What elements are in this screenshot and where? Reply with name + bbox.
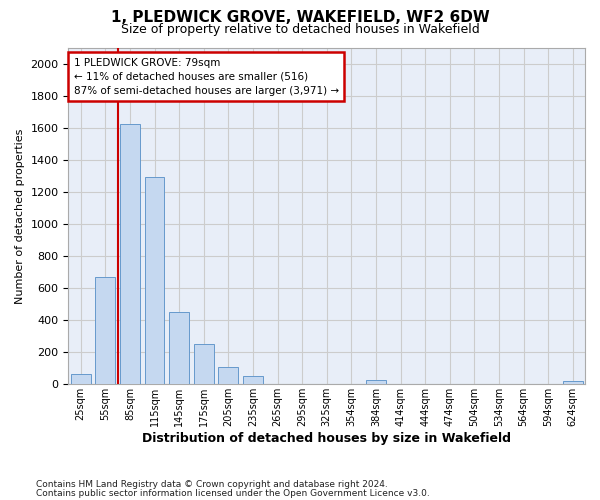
- Text: Size of property relative to detached houses in Wakefield: Size of property relative to detached ho…: [121, 22, 479, 36]
- Text: 1, PLEDWICK GROVE, WAKEFIELD, WF2 6DW: 1, PLEDWICK GROVE, WAKEFIELD, WF2 6DW: [110, 10, 490, 25]
- Text: 1 PLEDWICK GROVE: 79sqm
← 11% of detached houses are smaller (516)
87% of semi-d: 1 PLEDWICK GROVE: 79sqm ← 11% of detache…: [74, 58, 338, 96]
- Bar: [145, 178, 164, 384]
- Bar: [366, 380, 386, 384]
- X-axis label: Distribution of detached houses by size in Wakefield: Distribution of detached houses by size …: [142, 432, 511, 445]
- Text: Contains HM Land Registry data © Crown copyright and database right 2024.: Contains HM Land Registry data © Crown c…: [36, 480, 388, 489]
- Bar: [71, 374, 91, 384]
- Bar: [243, 376, 263, 384]
- Bar: [563, 381, 583, 384]
- Bar: [95, 277, 115, 384]
- Bar: [194, 344, 214, 385]
- Text: Contains public sector information licensed under the Open Government Licence v3: Contains public sector information licen…: [36, 490, 430, 498]
- Bar: [120, 124, 140, 384]
- Bar: [169, 312, 189, 384]
- Bar: [218, 368, 238, 384]
- Y-axis label: Number of detached properties: Number of detached properties: [15, 128, 25, 304]
